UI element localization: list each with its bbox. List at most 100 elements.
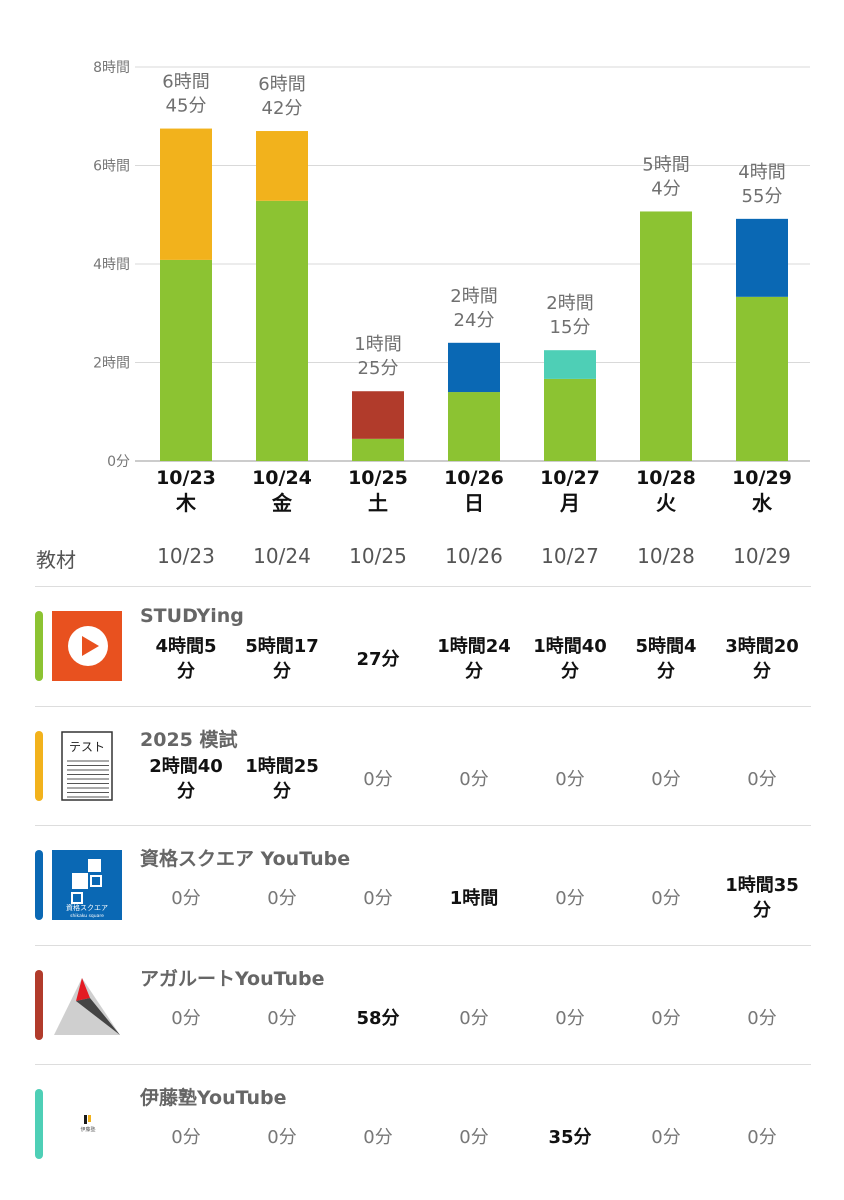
agaroot-logo-icon bbox=[52, 970, 122, 1040]
date-column-header: 10/23 bbox=[157, 544, 215, 568]
study-time-cell: 0分 bbox=[171, 1127, 201, 1148]
date-column-header: 10/28 bbox=[637, 544, 695, 568]
study-time-cell: 5時間4 分 bbox=[635, 636, 697, 682]
study-time-cell: 1時間24 分 bbox=[437, 636, 511, 682]
study-time-cell: 0分 bbox=[171, 1007, 201, 1029]
svg-text:資格スクエア: 資格スクエア bbox=[66, 903, 108, 912]
bar-total-minutes-label: 55分 bbox=[742, 186, 783, 207]
x-category-date: 10/28 bbox=[636, 467, 696, 489]
y-tick-label: 6時間 bbox=[93, 159, 130, 175]
material-name: 伊藤塾YouTube bbox=[140, 1087, 287, 1109]
itojuku-logo-icon: 伊藤塾 bbox=[52, 1089, 122, 1159]
x-category-date: 10/25 bbox=[348, 467, 408, 489]
bar-segment bbox=[640, 211, 692, 461]
bar-segment bbox=[448, 342, 500, 393]
row-separator bbox=[35, 944, 811, 946]
bar-segment bbox=[160, 259, 212, 461]
test-sheet-icon: テスト bbox=[52, 730, 122, 801]
x-category-date: 10/24 bbox=[252, 467, 312, 489]
study-time-cell: 0分 bbox=[651, 888, 681, 909]
bar-total-minutes-label: 15分 bbox=[550, 317, 591, 338]
play-icon bbox=[52, 611, 122, 681]
row-color-marker bbox=[35, 969, 43, 1040]
x-category-weekday: 月 bbox=[559, 491, 580, 515]
study-time-cell: 0分 bbox=[651, 768, 681, 790]
y-tick-label: 2時間 bbox=[93, 356, 130, 372]
x-category-date: 10/26 bbox=[444, 467, 504, 489]
bar-total-hours-label: 2時間 bbox=[450, 286, 497, 307]
study-time-cell: 0分 bbox=[267, 1007, 297, 1029]
bar-total-hours-label: 1時間 bbox=[354, 334, 401, 355]
x-category-weekday: 金 bbox=[271, 491, 293, 515]
study-time-cell: 1時間25 分 bbox=[245, 755, 319, 802]
study-time-cell: 0分 bbox=[363, 888, 393, 909]
x-category-weekday: 土 bbox=[368, 491, 388, 515]
bar-segment bbox=[160, 128, 212, 260]
bar-segment bbox=[736, 218, 788, 297]
date-column-header: 10/24 bbox=[253, 544, 311, 568]
study-time-cell: 0分 bbox=[747, 1127, 777, 1148]
row-color-marker bbox=[35, 1089, 43, 1159]
material-name: STUDYing bbox=[140, 605, 244, 627]
stacked-bar-chart: 0分 2時間 4時間 6時間 8時間 6時間 45分 10/23木 6時間 42分 10/24金 1時… bbox=[93, 60, 810, 515]
x-category-weekday: 木 bbox=[175, 491, 197, 515]
bar-segment bbox=[352, 438, 404, 461]
row-color-marker bbox=[35, 730, 43, 801]
material-header-label: 教材 bbox=[36, 548, 76, 572]
study-time-cell: 58分 bbox=[356, 1007, 400, 1029]
study-time-cell: 0分 bbox=[171, 888, 201, 909]
study-time-cell: 0分 bbox=[747, 768, 777, 790]
date-column-header: 10/29 bbox=[733, 544, 791, 568]
y-tick-label: 8時間 bbox=[93, 60, 130, 76]
bar-segment bbox=[544, 378, 596, 461]
bar-total-minutes-label: 45分 bbox=[166, 96, 207, 117]
x-category-weekday: 火 bbox=[656, 491, 677, 515]
row-separator bbox=[35, 1064, 811, 1065]
study-time-cell: 35分 bbox=[548, 1127, 592, 1148]
study-time-cell: 0分 bbox=[363, 768, 393, 790]
row-separator bbox=[35, 825, 811, 826]
row-color-marker bbox=[35, 611, 43, 681]
bar-total-hours-label: 4時間 bbox=[738, 162, 785, 183]
material-name: 資格スクエア YouTube bbox=[140, 848, 351, 870]
study-time-cell: 0分 bbox=[651, 1127, 681, 1148]
date-column-header: 10/25 bbox=[349, 544, 407, 568]
study-time-cell: 0分 bbox=[459, 1127, 489, 1148]
x-category-date: 10/29 bbox=[732, 467, 792, 489]
bar-segment bbox=[544, 350, 596, 379]
x-category-date: 10/23 bbox=[156, 467, 216, 489]
study-time-cell: 1時間35 分 bbox=[725, 875, 799, 921]
table-header-row: 教材 10/23 10/24 10/25 10/26 10/27 10/28 10/29 bbox=[0, 540, 844, 576]
study-time-cell: 0分 bbox=[459, 1007, 489, 1029]
bar-segment bbox=[736, 296, 788, 461]
row-separator bbox=[35, 586, 811, 587]
row-color-marker bbox=[35, 850, 43, 920]
row-separator bbox=[35, 705, 811, 707]
study-time-cell: 1時間 bbox=[449, 888, 499, 909]
x-category-weekday: 日 bbox=[464, 491, 484, 515]
x-category-date: 10/27 bbox=[540, 467, 600, 489]
y-tick-label: 0分 bbox=[107, 454, 130, 470]
svg-text:テスト: テスト bbox=[69, 740, 105, 754]
y-tick-label: 4時間 bbox=[93, 257, 130, 273]
bar-segment bbox=[256, 131, 308, 201]
material-name: 2025 模試 bbox=[140, 728, 238, 751]
bar-total-minutes-label: 25分 bbox=[358, 358, 399, 379]
study-time-cell: 0分 bbox=[555, 1007, 585, 1029]
study-time-cell: 0分 bbox=[459, 768, 489, 790]
study-time-cell: 1時間40 分 bbox=[533, 636, 607, 682]
svg-text:伊藤塾: 伊藤塾 bbox=[80, 1126, 95, 1133]
study-time-cell: 0分 bbox=[747, 1007, 777, 1029]
study-time-cell: 0分 bbox=[267, 888, 297, 909]
study-time-cell: 4時間5 分 bbox=[155, 636, 217, 682]
bar-segment bbox=[256, 200, 308, 461]
x-category-weekday: 水 bbox=[752, 491, 773, 515]
bar-segment bbox=[448, 392, 500, 461]
study-time-cell: 0分 bbox=[363, 1127, 393, 1148]
bar-total-minutes-label: 42分 bbox=[262, 98, 303, 119]
bar-total-hours-label: 2時間 bbox=[546, 293, 593, 314]
study-time-cell: 27分 bbox=[356, 649, 400, 670]
material-name: アガルートYouTube bbox=[140, 967, 325, 990]
study-time-cell: 0分 bbox=[651, 1007, 681, 1029]
bar-total-hours-label: 6時間 bbox=[258, 74, 305, 95]
